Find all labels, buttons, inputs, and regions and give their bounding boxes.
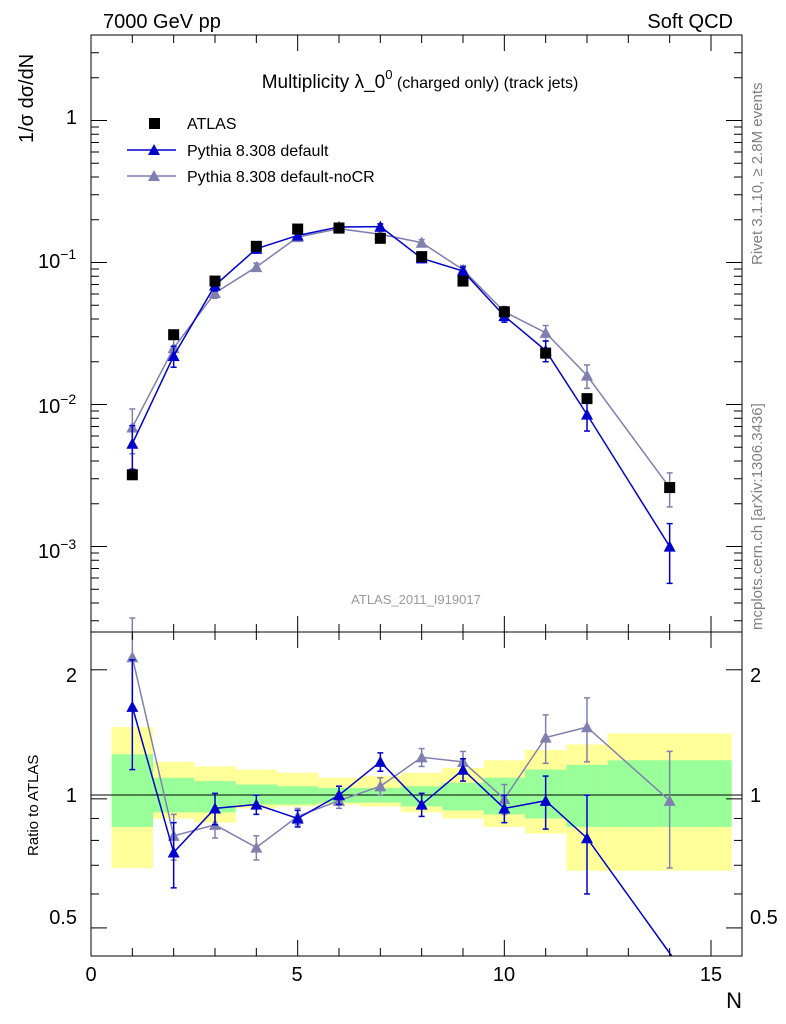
ratio-triangle-marker — [581, 832, 593, 844]
main-y-tick-label: 10−3 — [38, 536, 76, 563]
main-series-line — [131, 225, 671, 547]
main-triangle-marker — [209, 286, 221, 299]
main-data-square — [540, 347, 552, 359]
main-y-tick-base: 10 — [38, 396, 60, 418]
legend-label-default: Pythia 8.308 default — [187, 143, 329, 160]
ratio-triangle-marker — [374, 780, 387, 792]
main-data-square — [333, 222, 345, 234]
main-y-tick-exp: −3 — [60, 536, 76, 552]
main-y-tick-exp: −1 — [60, 246, 76, 262]
main-triangle-marker — [374, 220, 387, 232]
main-triangle-marker — [250, 260, 263, 273]
legend-triangle-nocr — [148, 170, 160, 181]
ratio-y-tick-label-left: 1 — [66, 785, 77, 807]
legend-triangle-default — [148, 144, 160, 155]
x-tick-label: 15 — [700, 964, 722, 986]
legend-item-pythia-nocr: Pythia 8.308 default-noCR — [127, 169, 375, 186]
main-triangle-marker — [291, 229, 304, 241]
legend: ATLAS Pythia 8.308 default Pythia 8.308 … — [127, 116, 375, 186]
ratio-triangle-marker — [498, 802, 511, 814]
ratio-triangle-marker — [250, 798, 263, 810]
main-triangle-marker — [581, 369, 593, 381]
x-tick-label: 0 — [85, 964, 96, 986]
main-triangle-marker — [126, 437, 139, 449]
main-y-tick-label: 10−2 — [38, 391, 76, 418]
main-y-tick-label: 10−1 — [38, 246, 76, 273]
analysis-label: ATLAS_2011_I919017 — [351, 592, 481, 607]
legend-item-pythia-default: Pythia 8.308 default — [127, 143, 329, 160]
main-y-tick-base: 10 — [38, 251, 60, 273]
header-right: Soft QCD — [647, 11, 733, 33]
ratio-triangle-marker — [539, 731, 552, 743]
ratio-y-tick-label-left: 2 — [66, 665, 77, 687]
ratio-triangle-marker — [209, 802, 221, 814]
ratio-triangle-marker — [374, 755, 387, 767]
main-triangle-marker — [457, 265, 469, 277]
x-tick-label: 10 — [493, 964, 515, 986]
ratio-triangle-marker — [291, 812, 304, 824]
main-data-square — [374, 232, 386, 244]
main-triangle-marker — [167, 349, 180, 361]
x-axis-label: N — [726, 988, 742, 1013]
ratio-triangle-marker — [539, 794, 552, 806]
ratio-triangle-marker — [126, 700, 139, 712]
main-title-rest: (charged only) (track jets) — [392, 75, 578, 92]
main-y-tick-exp: −2 — [60, 391, 76, 407]
main-series-line — [131, 227, 671, 489]
ratio-triangle-marker — [663, 794, 676, 806]
main-data-square — [457, 275, 469, 287]
main-y-axis-label: 1/σ dσ/dN — [16, 54, 38, 143]
main-data-square — [416, 251, 428, 263]
main-axis-ticks — [90, 34, 742, 632]
ratio-triangle-marker — [415, 798, 428, 810]
mcplots-label: mcplots.cern.ch [arXiv:1306.3436] — [749, 403, 766, 630]
legend-label-nocr: Pythia 8.308 default-noCR — [187, 169, 375, 186]
main-data-square — [292, 223, 304, 235]
main-title-main: Multiplicity λ_0 — [262, 72, 386, 93]
main-data-square — [498, 306, 510, 318]
ratio-triangle-marker — [333, 789, 345, 801]
legend-label-atlas: ATLAS — [187, 116, 237, 133]
main-series-layer — [126, 220, 676, 585]
main-data-square — [581, 393, 593, 405]
main-title: Multiplicity λ_00 (charged only) (track … — [262, 67, 579, 93]
header-left: 7000 GeV pp — [103, 11, 221, 33]
ratio-plot-frame — [90, 631, 743, 957]
legend-square-marker — [149, 118, 160, 129]
x-tick-label: 5 — [291, 964, 302, 986]
main-triangle-marker — [581, 408, 593, 420]
rivet-label: Rivet 3.1.10, ≥ 2.8M events — [749, 83, 766, 266]
ratio-triangle-marker — [415, 751, 428, 763]
main-plot: Multiplicity λ_00 (charged only) (track … — [16, 34, 743, 633]
ratio-series-layer — [126, 617, 676, 957]
ratio-triangle-marker — [581, 721, 593, 733]
main-y-tick-base: 10 — [38, 541, 60, 563]
main-y-tick-base: 1 — [66, 107, 77, 129]
main-data-square — [209, 275, 221, 287]
ratio-axis-ticks — [90, 632, 742, 956]
ratio-y-tick-label-right: 1 — [750, 785, 761, 807]
ratio-y-tick-label-left: 0.5 — [49, 907, 77, 929]
legend-item-atlas: ATLAS — [149, 116, 237, 133]
ratio-green-band — [442, 782, 484, 811]
main-y-tick-label: 1 — [66, 107, 77, 129]
main-triangle-marker — [415, 236, 428, 248]
main-data-square — [126, 469, 138, 481]
ratio-plot: Ratio to ATLAS 2 1 0.5 2 1 0.5 0 5 10 15… — [25, 617, 778, 1013]
ratio-y-tick-label-right: 2 — [750, 665, 761, 687]
ratio-triangle-marker — [250, 841, 263, 853]
main-data-square — [168, 329, 180, 341]
ratio-triangle-marker — [457, 763, 469, 775]
main-triangle-marker — [663, 540, 676, 552]
ratio-y-axis-label: Ratio to ATLAS — [25, 755, 42, 856]
ratio-triangle-marker — [167, 846, 180, 858]
main-triangle-marker — [539, 326, 552, 338]
main-data-square — [664, 482, 676, 494]
main-title-sup: 0 — [385, 67, 392, 82]
ratio-y-tick-label-right: 0.5 — [750, 907, 778, 929]
main-data-square — [250, 240, 262, 252]
